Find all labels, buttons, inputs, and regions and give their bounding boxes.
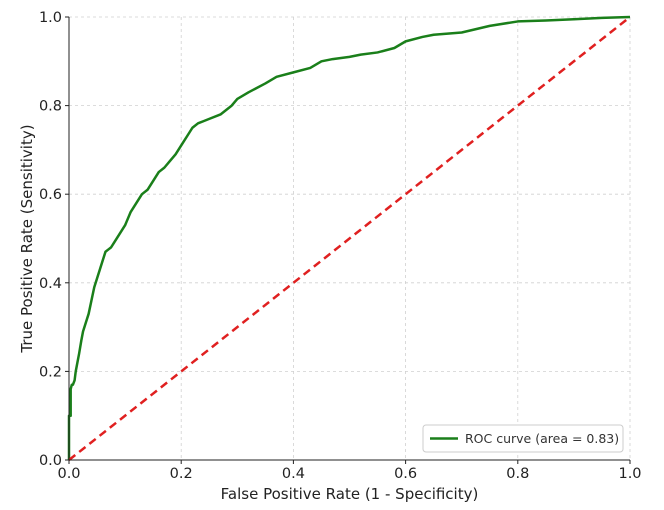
legend-box	[422, 424, 624, 453]
y-tick-label: 0.6	[39, 187, 62, 203]
x-axis-label: False Positive Rate (1 - Specificity)	[221, 485, 479, 503]
roc-curve-line	[67, 15, 631, 460]
x-tick-label: 0.0	[57, 466, 80, 482]
x-tick-label: 1.0	[618, 466, 641, 482]
y-tick-label: 0.0	[39, 453, 62, 469]
y-tick-label: 0.2	[39, 364, 62, 380]
x-tick-label: 0.8	[506, 466, 529, 482]
axes-layer	[68, 17, 630, 461]
ticks-layer: 0.0 0.2 0.4 0.6 0.8 1.0 0.0 0.2 0.4 0.6 0.8 1.0	[39, 10, 642, 482]
series-layer	[67, 15, 631, 461]
legend-label-roc: ROC curve (area = 0.83)	[465, 431, 619, 446]
legend: ROC curve (area = 0.83)	[422, 424, 624, 453]
y-tick-label: 0.4	[39, 276, 62, 292]
y-axis-label: True Positive Rate (Sensitivity)	[18, 124, 36, 353]
reference-diagonal-line	[68, 16, 631, 461]
x-tick-label: 0.4	[282, 466, 305, 482]
x-tick-label: 0.2	[170, 466, 193, 482]
y-tick-label: 1.0	[39, 10, 62, 26]
y-tick-label: 0.8	[39, 99, 62, 115]
x-tick-label: 0.6	[394, 466, 417, 482]
